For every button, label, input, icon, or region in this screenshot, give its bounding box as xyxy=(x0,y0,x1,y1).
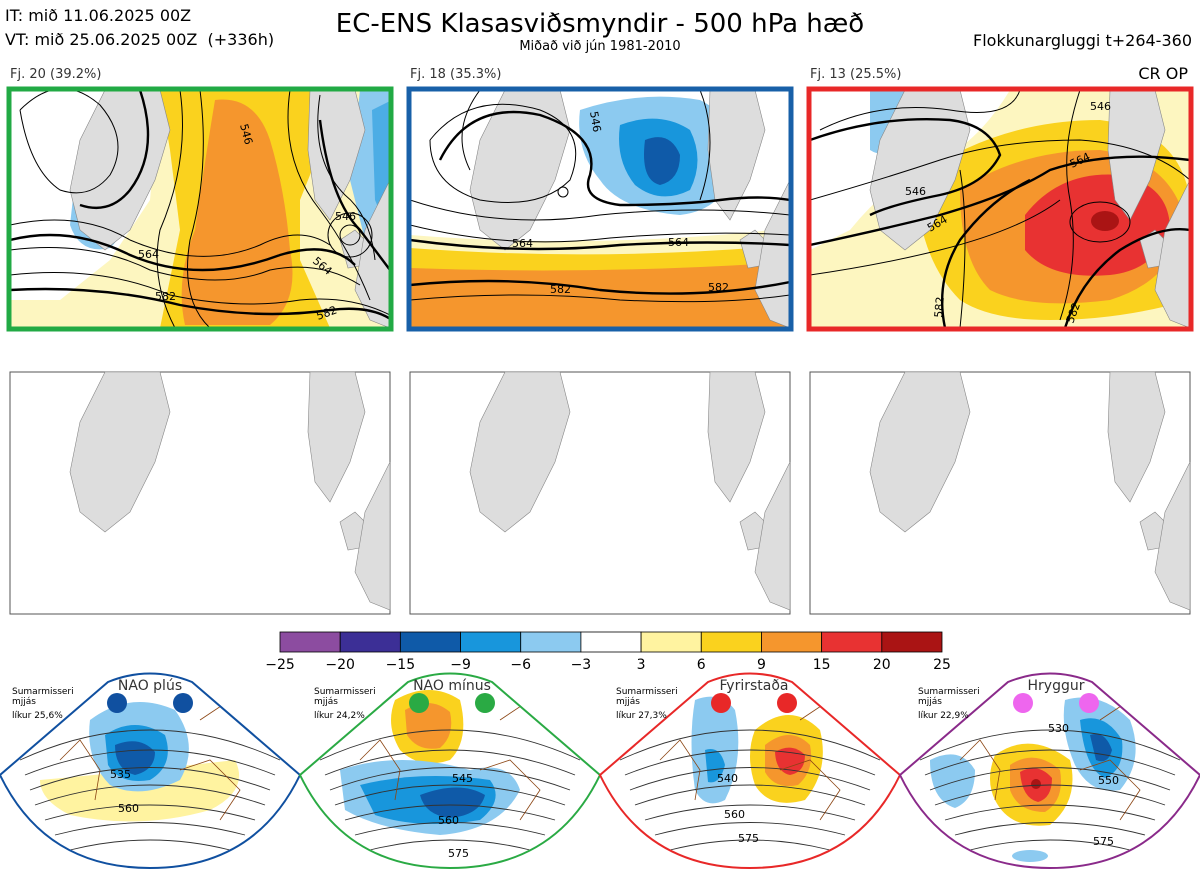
colorbar-swatch xyxy=(821,631,883,653)
regime-season: Sumarmisseri xyxy=(616,687,678,697)
contour-label: 564 xyxy=(512,237,533,250)
regime-ridge: 530 550 575 xyxy=(898,672,1200,870)
regime-season: Sumarmisseri xyxy=(918,687,980,697)
regime-dot-right xyxy=(475,693,495,713)
colorbar-tick-label: −20 xyxy=(325,657,355,673)
regime-prob: líkur 27,3% xyxy=(616,711,667,721)
contour-label: 582 xyxy=(550,283,571,296)
colorbar-swatch xyxy=(279,631,341,653)
regime-method: mjjás xyxy=(314,697,338,707)
initial-time: IT: mið 11.06.2025 00Z xyxy=(5,6,192,25)
colorbar-tick-label: −6 xyxy=(510,657,531,673)
colorbar-swatch xyxy=(580,631,642,653)
colorbar-tick-label: −25 xyxy=(265,657,295,673)
colorbar-tick-label: 15 xyxy=(813,657,831,673)
contour-label: 582 xyxy=(155,290,176,303)
contour-label: 545 xyxy=(452,772,473,785)
regime-dot-right xyxy=(173,693,193,713)
regime-name: NAO plús xyxy=(118,678,182,694)
colorbar: −25 −20 −15 −9 −6 −3 3 6 9 15 20 25 xyxy=(265,631,951,673)
contour-label: 560 xyxy=(118,802,139,815)
regime-name: Hryggur xyxy=(1028,678,1085,694)
regime-dot-left xyxy=(107,693,127,713)
empty-map-3 xyxy=(809,371,1191,615)
regime-method: mjjás xyxy=(616,697,640,707)
contour-label: 582 xyxy=(932,296,947,318)
colorbar-tick-label: 3 xyxy=(637,657,646,673)
contour-label: 530 xyxy=(1048,722,1069,735)
contour-label: 550 xyxy=(1098,774,1119,787)
colorbar-swatch xyxy=(339,631,401,653)
regime-name: NAO mínus xyxy=(413,678,491,694)
regime-dot-left xyxy=(1013,693,1033,713)
classification-window: Flokkunargluggi t+264-360 xyxy=(973,31,1192,50)
regime-season: Sumarmisseri xyxy=(314,687,376,697)
regimes: 535 560 xyxy=(0,672,1200,870)
contour-label: 546 xyxy=(1090,100,1111,113)
colorbar-tick-label: 20 xyxy=(873,657,891,673)
contour-label: 546 xyxy=(237,122,255,146)
contour-label: 575 xyxy=(738,832,759,845)
panel-2-label: Fj. 18 (35.3%) xyxy=(410,67,502,82)
cluster-3-map: 546 564 546 564 582 582 xyxy=(806,86,1194,332)
regime-dot-left xyxy=(711,693,731,713)
cluster-1-map: 564 582 564 546 582 546 xyxy=(6,86,394,332)
panel-3-label: Fj. 13 (25.5%) xyxy=(810,67,902,82)
colorbar-swatch xyxy=(460,631,522,653)
colorbar-tick-label: 25 xyxy=(933,657,951,673)
colorbar-tick-label: −15 xyxy=(386,657,416,673)
contour-label: 535 xyxy=(110,768,131,781)
valid-time: VT: mið 25.06.2025 00Z (+336h) xyxy=(5,30,275,49)
colorbar-swatch xyxy=(761,631,823,653)
contour-label: 546 xyxy=(587,110,603,133)
colorbar-swatch xyxy=(700,631,762,653)
colorbar-tick-label: 6 xyxy=(697,657,706,673)
page-subtitle: Miðað við jún 1981-2010 xyxy=(519,39,681,54)
regime-method: mjjás xyxy=(12,697,36,707)
contour-label: 560 xyxy=(438,814,459,827)
empty-map-2 xyxy=(409,371,791,615)
colorbar-swatch xyxy=(399,631,461,653)
colorbar-swatch xyxy=(881,631,943,653)
contour-label: 540 xyxy=(717,772,738,785)
colorbar-tick-label: 9 xyxy=(757,657,766,673)
contour-label: 582 xyxy=(708,281,729,294)
regime-name: Fyrirstaða xyxy=(720,678,789,694)
regime-dot-left xyxy=(409,693,429,713)
regime-prob: líkur 22,9% xyxy=(918,711,969,721)
cluster-3-frame xyxy=(806,86,1194,332)
cluster-2-map: 546 564 564 582 582 xyxy=(406,86,794,332)
contour-label: 575 xyxy=(1093,835,1114,848)
colorbar-tick-label: −3 xyxy=(571,657,592,673)
regime-dot-right xyxy=(1079,693,1099,713)
empty-map-1 xyxy=(9,371,391,615)
contour-label: 546 xyxy=(335,210,356,223)
regime-prob: líkur 24,2% xyxy=(314,711,365,721)
panel-1-label: Fj. 20 (39.2%) xyxy=(10,67,102,82)
colorbar-tick-label: −9 xyxy=(450,657,471,673)
contour-label: 546 xyxy=(905,185,926,198)
regime-method: mjjás xyxy=(918,697,942,707)
page-title: EC-ENS Klasasviðsmyndir - 500 hPa hæð xyxy=(335,9,865,39)
regime-dot-right xyxy=(777,693,797,713)
cluster-1-frame xyxy=(6,86,394,332)
colorbar-swatch xyxy=(520,631,582,653)
control-run-tag: CR OP xyxy=(1138,64,1188,83)
contour-label: 564 xyxy=(138,248,159,261)
regime-prob: líkur 25,6% xyxy=(12,711,63,721)
contour-label: 564 xyxy=(668,236,689,249)
contour-label: 560 xyxy=(724,808,745,821)
colorbar-swatch xyxy=(640,631,702,653)
contour-label: 575 xyxy=(448,847,469,860)
cluster-2-frame xyxy=(406,86,794,332)
regime-season: Sumarmisseri xyxy=(12,687,74,697)
